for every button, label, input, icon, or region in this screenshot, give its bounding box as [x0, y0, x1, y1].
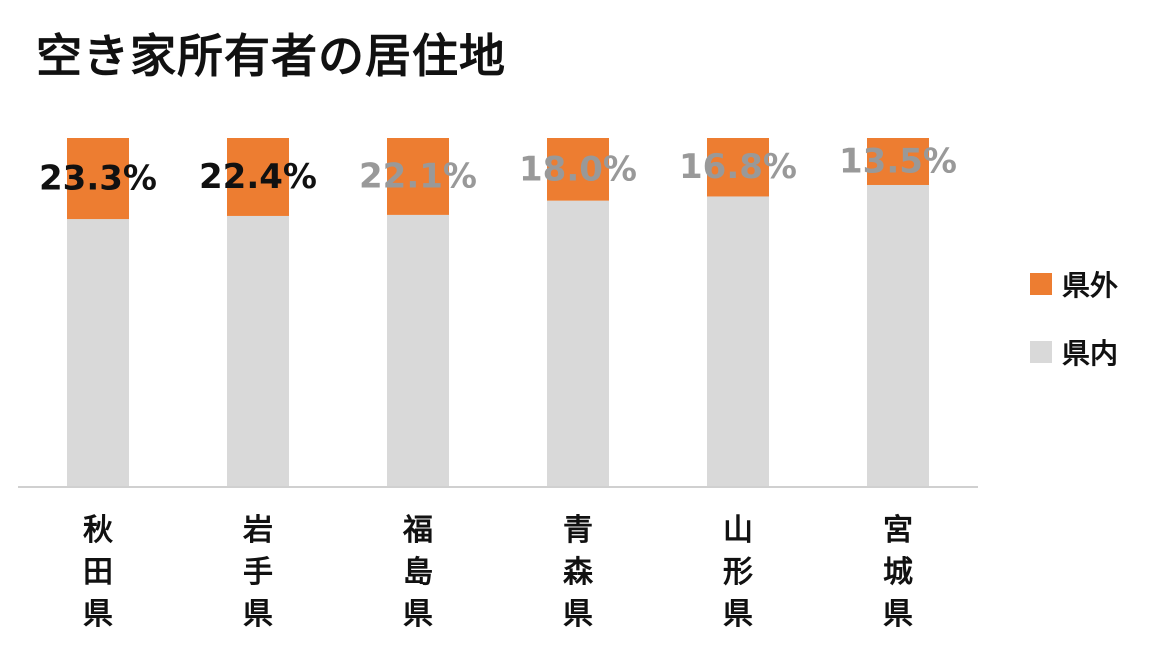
bar-segment-outside — [867, 138, 929, 185]
bar-segment-inside — [707, 196, 769, 487]
category-label-char: 県 — [563, 597, 593, 632]
category-label-char: 秋 — [83, 513, 113, 548]
bar-segment-outside — [387, 138, 449, 215]
category-label-char: 県 — [883, 597, 913, 632]
bar-segment-inside — [387, 214, 449, 486]
category-label-char: 県 — [403, 597, 433, 632]
bar-segment-inside — [867, 184, 929, 487]
category-label-char: 手 — [243, 555, 273, 590]
category-label-char: 県 — [83, 597, 113, 632]
legend: 県外 県内 — [1030, 262, 1118, 398]
bar-segment-inside — [67, 219, 129, 487]
bar-segment-inside — [227, 215, 289, 486]
category-label-char: 県 — [243, 597, 273, 632]
legend-swatch-inside — [1030, 341, 1052, 363]
bar-segment-inside — [547, 200, 609, 486]
category-label-char: 宮 — [883, 513, 913, 548]
category-label-char: 森 — [563, 555, 594, 590]
legend-swatch-outside — [1030, 273, 1052, 295]
legend-item-outside: 県外 — [1030, 262, 1118, 306]
legend-item-inside: 県内 — [1030, 330, 1118, 374]
category-label-char: 島 — [403, 555, 433, 590]
data-label: 16.8% — [679, 147, 797, 187]
category-label-char: 形 — [723, 555, 753, 590]
bar-segment-outside — [707, 138, 769, 197]
category-label-char: 福 — [402, 513, 433, 548]
category-label-char: 山 — [723, 513, 753, 548]
category-label-char: 岩 — [243, 513, 273, 548]
data-label: 13.5% — [839, 141, 957, 181]
chart-title: 空き家所有者の居住地 — [36, 29, 506, 83]
category-label-char: 青 — [563, 513, 593, 548]
category-label-char: 県 — [723, 597, 753, 632]
category-label-char: 田 — [83, 555, 113, 590]
legend-label-outside: 県外 — [1062, 269, 1119, 302]
legend-label-inside: 県内 — [1062, 337, 1119, 370]
data-label: 22.4% — [199, 157, 317, 197]
bar-segment-outside — [227, 138, 289, 216]
data-label: 23.3% — [39, 159, 157, 199]
category-label-char: 城 — [883, 555, 913, 590]
bar-segment-outside — [547, 138, 609, 201]
data-label: 18.0% — [519, 149, 637, 189]
bar-segment-outside — [67, 138, 129, 220]
data-label: 22.1% — [359, 156, 477, 196]
